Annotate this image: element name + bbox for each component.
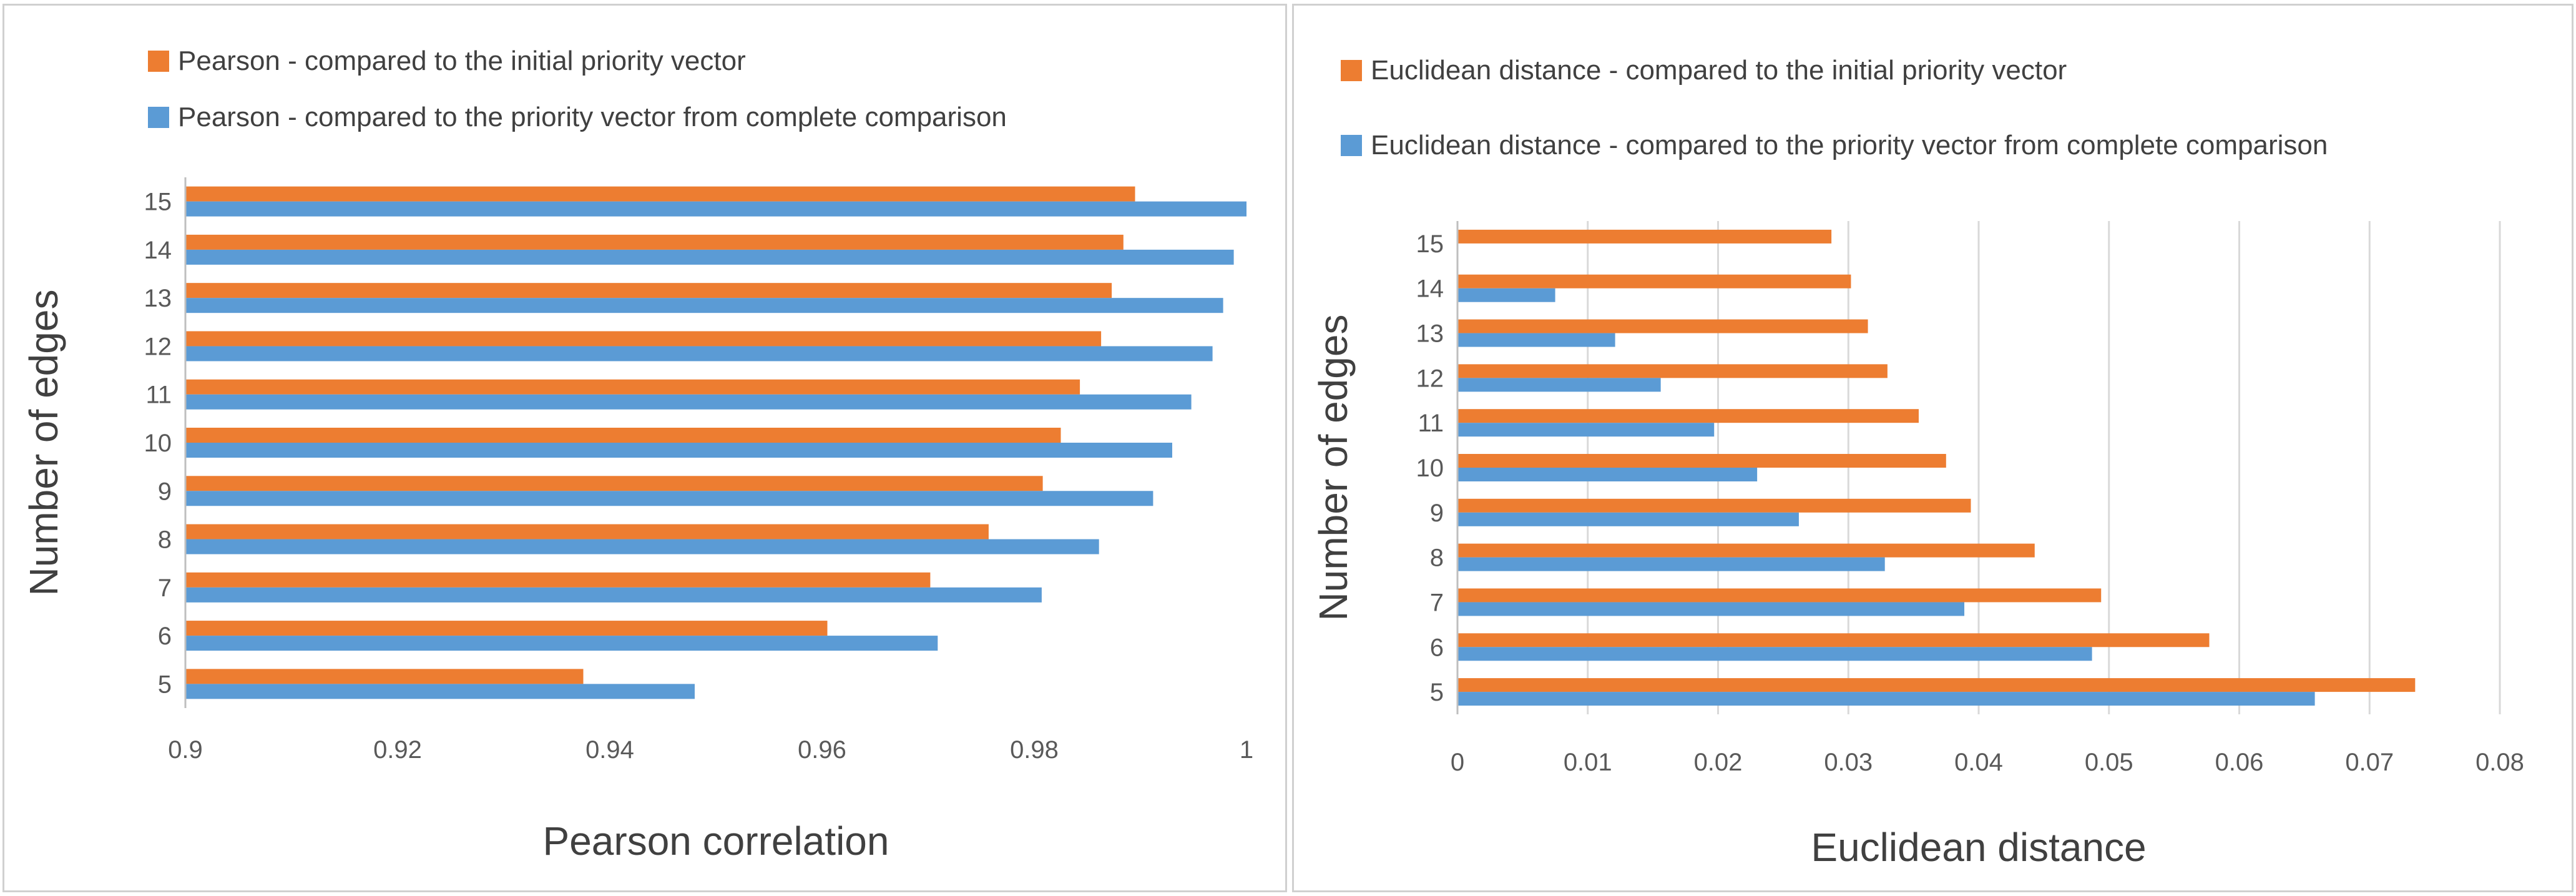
x-tick-label: 0.03 bbox=[1824, 749, 1873, 776]
bar-orange-9 bbox=[185, 476, 1043, 491]
y-tick-label: 14 bbox=[1416, 275, 1444, 303]
x-tick-label: 0 bbox=[1451, 749, 1464, 776]
bar-orange-15 bbox=[1457, 229, 1832, 244]
y-tick-label: 8 bbox=[1430, 544, 1444, 572]
bar-blue-7 bbox=[1457, 602, 1965, 616]
x-tick-label: 0.01 bbox=[1564, 749, 1612, 776]
bar-blue-6 bbox=[185, 636, 938, 651]
bar-orange-8 bbox=[185, 524, 989, 539]
bar-blue-5 bbox=[1457, 692, 2315, 706]
bar-orange-5 bbox=[1457, 678, 2416, 692]
x-axis-title: Euclidean distance bbox=[1811, 825, 2146, 870]
y-tick-label: 10 bbox=[1416, 455, 1444, 482]
y-axis-title: Number of edges bbox=[1311, 315, 1356, 621]
bar-blue-8 bbox=[185, 539, 1099, 554]
euclidean-chart-panel: 5 6 7 8 9 10 11 12 13 14 15 0 0.01 0.02 0.03 0.04 0.05 0.… bbox=[1292, 4, 2574, 892]
y-tick-label: 12 bbox=[1416, 365, 1444, 392]
x-tick-label: 0.07 bbox=[2345, 749, 2394, 776]
y-tick-label: 9 bbox=[1430, 500, 1444, 527]
y-tick-label: 12 bbox=[144, 333, 172, 360]
x-tick-label: 0.05 bbox=[2085, 749, 2133, 776]
legend-label: Euclidean distance - compared to the pri… bbox=[1371, 130, 2328, 160]
bar-orange-11 bbox=[1457, 409, 1919, 423]
x-axis-title: Pearson correlation bbox=[543, 819, 889, 864]
bar-orange-15 bbox=[185, 186, 1135, 202]
bar-orange-10 bbox=[1457, 454, 1946, 468]
bar-orange-5 bbox=[185, 669, 584, 684]
x-tick-label: 0.02 bbox=[1694, 749, 1743, 776]
x-tick-label: 0.98 bbox=[1010, 736, 1059, 764]
bar-blue-14 bbox=[185, 249, 1234, 265]
bar-blue-13 bbox=[185, 298, 1223, 313]
y-tick-label: 13 bbox=[1416, 320, 1444, 348]
y-tick-label: 14 bbox=[144, 237, 172, 264]
bar-orange-7 bbox=[1457, 588, 2102, 603]
bar-orange-12 bbox=[1457, 364, 1888, 378]
y-tick-label: 5 bbox=[158, 671, 172, 698]
bar-blue-11 bbox=[185, 394, 1192, 410]
bar-orange-6 bbox=[185, 621, 828, 636]
legend-swatch bbox=[1341, 135, 1362, 156]
pearson-chart: 5 6 7 8 9 10 11 12 13 14 15 0.9 0.92 0.94 0.96 0.98 1 Pea… bbox=[21, 46, 1253, 864]
y-tick-label: 7 bbox=[158, 574, 172, 602]
bar-orange-14 bbox=[185, 234, 1124, 250]
legend-label: Euclidean distance - compared to the ini… bbox=[1371, 55, 2067, 86]
x-tick-label: 0.06 bbox=[2215, 749, 2264, 776]
y-tick-label: 7 bbox=[1430, 589, 1444, 616]
y-axis-title: Number of edges bbox=[21, 290, 66, 596]
bar-blue-11 bbox=[1457, 423, 1715, 437]
bar-orange-9 bbox=[1457, 498, 1971, 513]
legend-swatch bbox=[1341, 60, 1362, 81]
x-tick-label: 0.96 bbox=[798, 736, 846, 764]
bar-blue-10 bbox=[185, 443, 1172, 458]
y-tick-label: 8 bbox=[158, 526, 172, 554]
y-tick-label: 5 bbox=[1430, 679, 1444, 706]
y-tick-label: 9 bbox=[158, 478, 172, 505]
y-tick-label: 11 bbox=[145, 382, 172, 409]
y-tick-label: 6 bbox=[1430, 634, 1444, 661]
x-tick-label: 0.08 bbox=[2476, 749, 2524, 776]
legend-label: Pearson - compared to the priority vecto… bbox=[178, 102, 1007, 132]
bar-blue-13 bbox=[1457, 333, 1615, 347]
pearson-chart-panel: 5 6 7 8 9 10 11 12 13 14 15 0.9 0.92 0.94 0.96 0.98 1 Pea… bbox=[2, 4, 1287, 892]
x-tick-label: 0.94 bbox=[585, 736, 634, 764]
legend-swatch bbox=[148, 107, 169, 128]
bar-orange-7 bbox=[185, 572, 931, 588]
bar-blue-15 bbox=[185, 201, 1246, 217]
legend-swatch bbox=[148, 51, 169, 72]
bar-orange-13 bbox=[185, 283, 1112, 298]
x-tick-label: 1 bbox=[1240, 736, 1253, 764]
x-tick-label: 0.04 bbox=[1954, 749, 2003, 776]
bar-blue-10 bbox=[1457, 468, 1758, 481]
bar-blue-6 bbox=[1457, 647, 2092, 661]
bar-blue-14 bbox=[1457, 288, 1555, 302]
bar-blue-12 bbox=[185, 346, 1213, 362]
bar-orange-10 bbox=[185, 428, 1061, 443]
euclidean-chart: 5 6 7 8 9 10 11 12 13 14 15 0 0.01 0.02 0.03 0.04 0.05 0.… bbox=[1311, 55, 2524, 870]
x-tick-label: 0.9 bbox=[168, 736, 203, 764]
bar-blue-7 bbox=[185, 587, 1042, 603]
bar-orange-14 bbox=[1457, 274, 1851, 288]
bar-blue-9 bbox=[1457, 512, 1799, 526]
y-tick-label: 6 bbox=[158, 623, 172, 650]
y-tick-label: 11 bbox=[1418, 410, 1444, 437]
bar-blue-9 bbox=[185, 491, 1153, 506]
x-tick-label: 0.92 bbox=[373, 736, 422, 764]
bar-blue-12 bbox=[1457, 378, 1661, 392]
y-tick-label: 10 bbox=[144, 430, 172, 457]
bar-orange-12 bbox=[185, 331, 1102, 347]
bar-blue-8 bbox=[1457, 557, 1885, 571]
bar-orange-8 bbox=[1457, 543, 2035, 558]
bar-orange-11 bbox=[185, 379, 1080, 395]
y-tick-label: 15 bbox=[1416, 230, 1444, 258]
bar-orange-6 bbox=[1457, 633, 2210, 647]
bar-blue-5 bbox=[185, 684, 695, 699]
legend-label: Pearson - compared to the initial priori… bbox=[178, 46, 746, 76]
bar-orange-13 bbox=[1457, 319, 1868, 333]
y-tick-label: 13 bbox=[144, 285, 172, 312]
y-tick-label: 15 bbox=[144, 189, 172, 216]
